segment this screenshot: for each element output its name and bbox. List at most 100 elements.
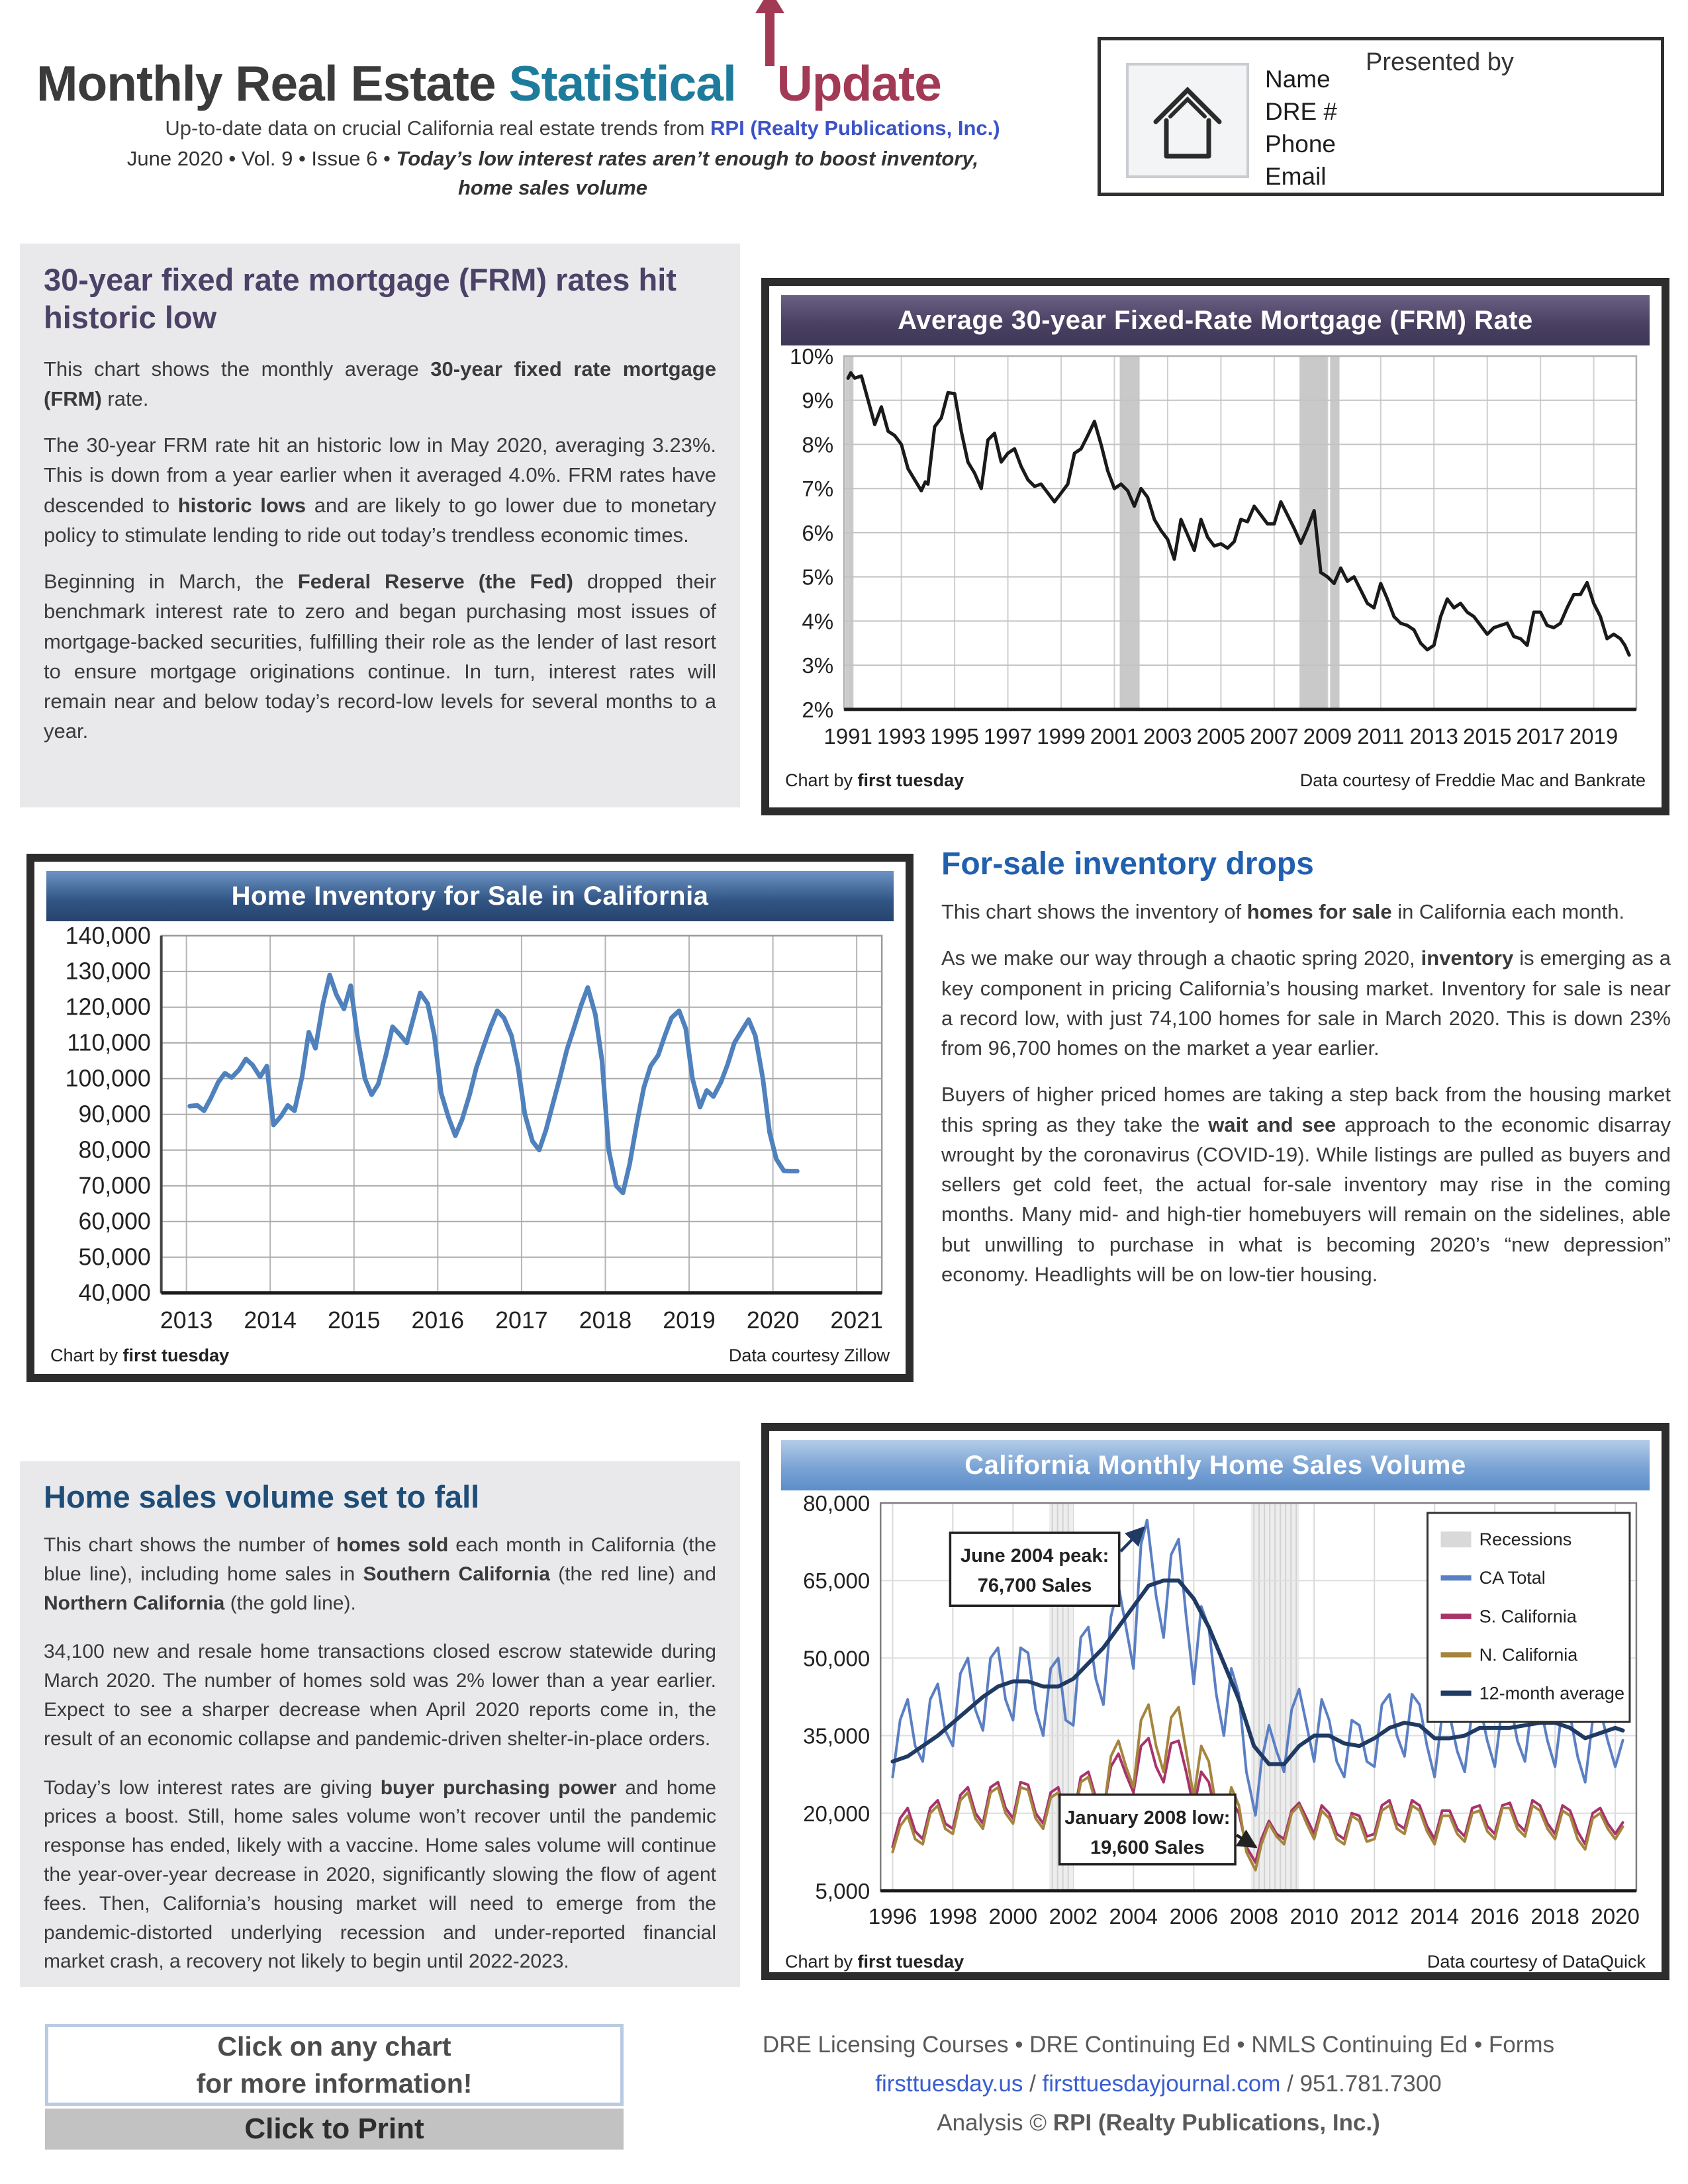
inventory-chart[interactable]: Home Inventory for Sale in California 20… [26,854,914,1382]
svg-text:140,000: 140,000 [66,924,151,949]
page-title-part1: Monthly Real Estate [36,56,509,111]
svg-text:2016: 2016 [1470,1905,1519,1929]
svg-text:2016: 2016 [412,1307,464,1334]
presented-by-box: Presented by Name DRE # Phone Email [1098,37,1664,196]
svg-text:3%: 3% [802,654,833,678]
svg-text:6%: 6% [802,522,833,546]
svg-text:2018: 2018 [579,1307,632,1334]
svg-text:19,600 Sales: 19,600 Sales [1090,1837,1205,1858]
dateline: June 2020 • Vol. 9 • Issue 6 • Today’s l… [126,147,979,170]
svg-text:2015: 2015 [328,1307,380,1334]
frm-heading: 30-year fixed rate mortgage (FRM) rates … [44,262,677,336]
svg-text:1993: 1993 [877,725,926,749]
chart-info-line2: for more information! [196,2068,473,2099]
svg-text:65,000: 65,000 [803,1569,870,1594]
svg-text:2014: 2014 [1410,1905,1459,1929]
svg-text:100,000: 100,000 [66,1066,151,1092]
sales-chart[interactable]: California Monthly Home Sales Volume 199… [761,1423,1669,1980]
svg-text:2002: 2002 [1049,1905,1098,1929]
svg-text:2015: 2015 [1463,725,1512,749]
sales-chart-credit: Chart by first tuesday [785,1952,964,1972]
svg-text:130,000: 130,000 [66,958,151,985]
svg-text:2003: 2003 [1143,725,1192,749]
svg-text:4%: 4% [802,610,833,634]
svg-text:2017: 2017 [1516,725,1565,749]
inventory-paragraph-1: This chart shows the inventory of homes … [941,900,1625,923]
inventory-paragraph-3: Buyers of higher priced homes are taking… [941,1083,1671,1286]
frm-section: 30-year fixed rate mortgage (FRM) rates … [20,244,740,807]
svg-text:2017: 2017 [495,1307,547,1334]
agent-photo-placeholder [1126,63,1249,178]
frm-chart-title: Average 30-year Fixed-Rate Mortgage (FRM… [781,295,1650,345]
svg-text:January 2008 low:: January 2008 low: [1064,1807,1230,1829]
inventory-section: For-sale inventory drops This chart show… [941,846,1671,1306]
footer-link[interactable]: firsttuesday.us [875,2071,1023,2097]
svg-text:1996: 1996 [868,1905,917,1929]
contact-name: Name [1265,66,1331,93]
svg-text:9%: 9% [802,389,833,414]
footer-link[interactable]: firsttuesdayjournal.com [1042,2071,1281,2097]
svg-text:7%: 7% [802,477,833,502]
svg-text:1999: 1999 [1037,725,1086,749]
contact-placeholder-lines: Name DRE # Phone Email [1265,63,1337,193]
inventory-paragraph-2: As we make our way through a chaotic spr… [941,946,1671,1060]
svg-text:76,700 Sales: 76,700 Sales [978,1575,1092,1596]
frm-chart[interactable]: Average 30-year Fixed-Rate Mortgage (FRM… [761,278,1669,815]
svg-text:2010: 2010 [1289,1905,1338,1929]
footer-links-block: DRE Licensing Courses • DRE Continuing E… [669,2025,1648,2142]
svg-text:2013: 2013 [160,1307,212,1334]
svg-text:120,000: 120,000 [66,994,151,1021]
subtitle: Up-to-date data on crucial California re… [165,116,1000,140]
svg-text:50,000: 50,000 [79,1244,151,1271]
svg-text:2005: 2005 [1197,725,1246,749]
svg-text:2013: 2013 [1409,725,1458,749]
contact-email: Email [1265,163,1327,190]
sales-paragraph-3: Today’s low interest rates are giving bu… [44,1776,716,1973]
page-title-part3: Update [776,56,942,111]
svg-text:60,000: 60,000 [79,1208,151,1235]
svg-text:CA Total: CA Total [1479,1568,1546,1588]
svg-text:1998: 1998 [929,1905,978,1929]
inventory-data-credit: Data courtesy Zillow [728,1345,890,1366]
dateline-continued: home sales volume [457,176,647,199]
inventory-chart-title: Home Inventory for Sale in California [46,871,894,921]
frm-paragraph-1: This chart shows the monthly average 30-… [44,357,716,410]
sales-data-credit: Data courtesy of DataQuick [1427,1952,1646,1972]
sales-chart-svg: 1996 1998 2000 2002 2004 2006 2008 2010 2012 2014… [803,1493,1640,1929]
svg-text:20,000: 20,000 [803,1802,870,1827]
house-icon [1153,87,1222,159]
svg-text:2011: 2011 [1357,725,1404,749]
svg-text:2018: 2018 [1530,1905,1579,1929]
sales-section: Home sales volume set to fall This chart… [20,1461,740,1987]
svg-text:2%: 2% [802,698,833,723]
page-title: Monthly Real Estate Statistical Update [36,0,942,112]
svg-text:2014: 2014 [244,1307,296,1334]
svg-text:2000: 2000 [989,1905,1038,1929]
svg-text:90,000: 90,000 [79,1101,151,1128]
svg-text:2004: 2004 [1109,1905,1158,1929]
print-button[interactable]: Click to Print [45,2109,624,2150]
svg-text:2019: 2019 [663,1307,715,1334]
svg-text:2019: 2019 [1570,725,1618,749]
svg-text:N. California: N. California [1479,1645,1579,1664]
presented-by-label: Presented by [1366,48,1514,76]
svg-text:2012: 2012 [1350,1905,1399,1929]
inventory-chart-svg: 2013 2014 2015 2016 2017 2018 2019 2020 2021 140,… [66,924,883,1334]
sales-heading: Home sales volume set to fall [44,1479,480,1514]
svg-text:70,000: 70,000 [79,1173,151,1199]
sales-paragraph-1: This chart shows the number of homes sol… [44,1534,716,1614]
svg-text:1997: 1997 [984,725,1033,749]
svg-text:Recessions: Recessions [1479,1529,1572,1549]
svg-text:12-month average: 12-month average [1479,1683,1624,1703]
contact-phone: Phone [1265,130,1336,158]
svg-text:2007: 2007 [1250,725,1299,749]
frm-data-credit: Data courtesy of Freddie Mac and Bankrat… [1299,770,1646,790]
up-arrow-icon [755,0,784,66]
inventory-heading: For-sale inventory drops [941,846,1314,882]
svg-text:2020: 2020 [1591,1905,1640,1929]
sales-chart-title: California Monthly Home Sales Volume [781,1440,1650,1490]
svg-text:5%: 5% [802,566,833,590]
svg-text:5,000: 5,000 [816,1880,870,1904]
inventory-chart-credit: Chart by first tuesday [50,1345,230,1366]
